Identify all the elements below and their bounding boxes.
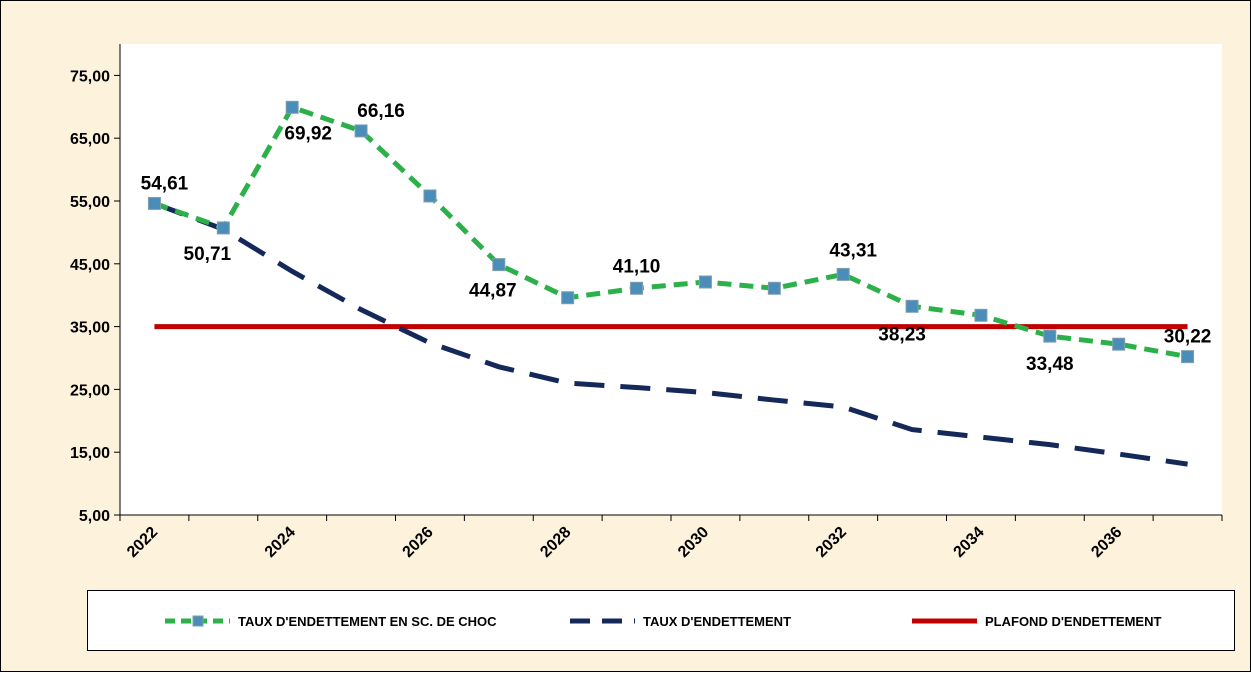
marker [285,100,299,114]
legend-label: PLAFOND D'ENDETTEMENT [985,614,1161,629]
marker [767,281,781,295]
value-label: 43,31 [829,240,877,261]
legend-box [87,590,1235,651]
value-label: 54,61 [141,173,189,194]
marker [147,196,161,210]
plot-area [120,44,1222,515]
marker [698,275,712,289]
y-tick-label: 75,00 [70,68,110,85]
marker [974,308,988,322]
marker [836,267,850,281]
marker [1181,350,1195,364]
value-label: 69,92 [284,123,332,144]
y-tick-label: 65,00 [70,131,110,148]
series-line [153,104,1189,360]
marker [1112,337,1126,351]
value-label: 38,23 [878,324,926,345]
y-tick-label: 55,00 [70,194,110,211]
marker [492,258,506,272]
value-label: 41,10 [613,256,661,277]
marker [905,299,919,313]
marker [216,221,230,235]
y-tick-label: 15,00 [70,445,110,462]
marker [561,291,575,305]
marker [354,124,368,138]
y-tick-label: 5,00 [79,508,110,525]
marker [423,189,437,203]
legend-label: TAUX D'ENDETTEMENT [643,614,791,629]
value-label: 30,22 [1164,327,1212,348]
y-tick-label: 35,00 [70,320,110,337]
y-tick-label: 25,00 [70,382,110,399]
y-tick-label: 45,00 [70,257,110,274]
value-label: 44,87 [469,281,517,302]
legend-label: TAUX D'ENDETTEMENT EN SC. DE CHOC [238,614,497,629]
marker [630,281,644,295]
marker [1043,329,1057,343]
value-label: 33,48 [1026,354,1074,375]
value-label: 50,71 [184,244,232,265]
legend-marker [192,615,204,627]
value-label: 66,16 [357,101,405,122]
series-line [153,201,1188,467]
